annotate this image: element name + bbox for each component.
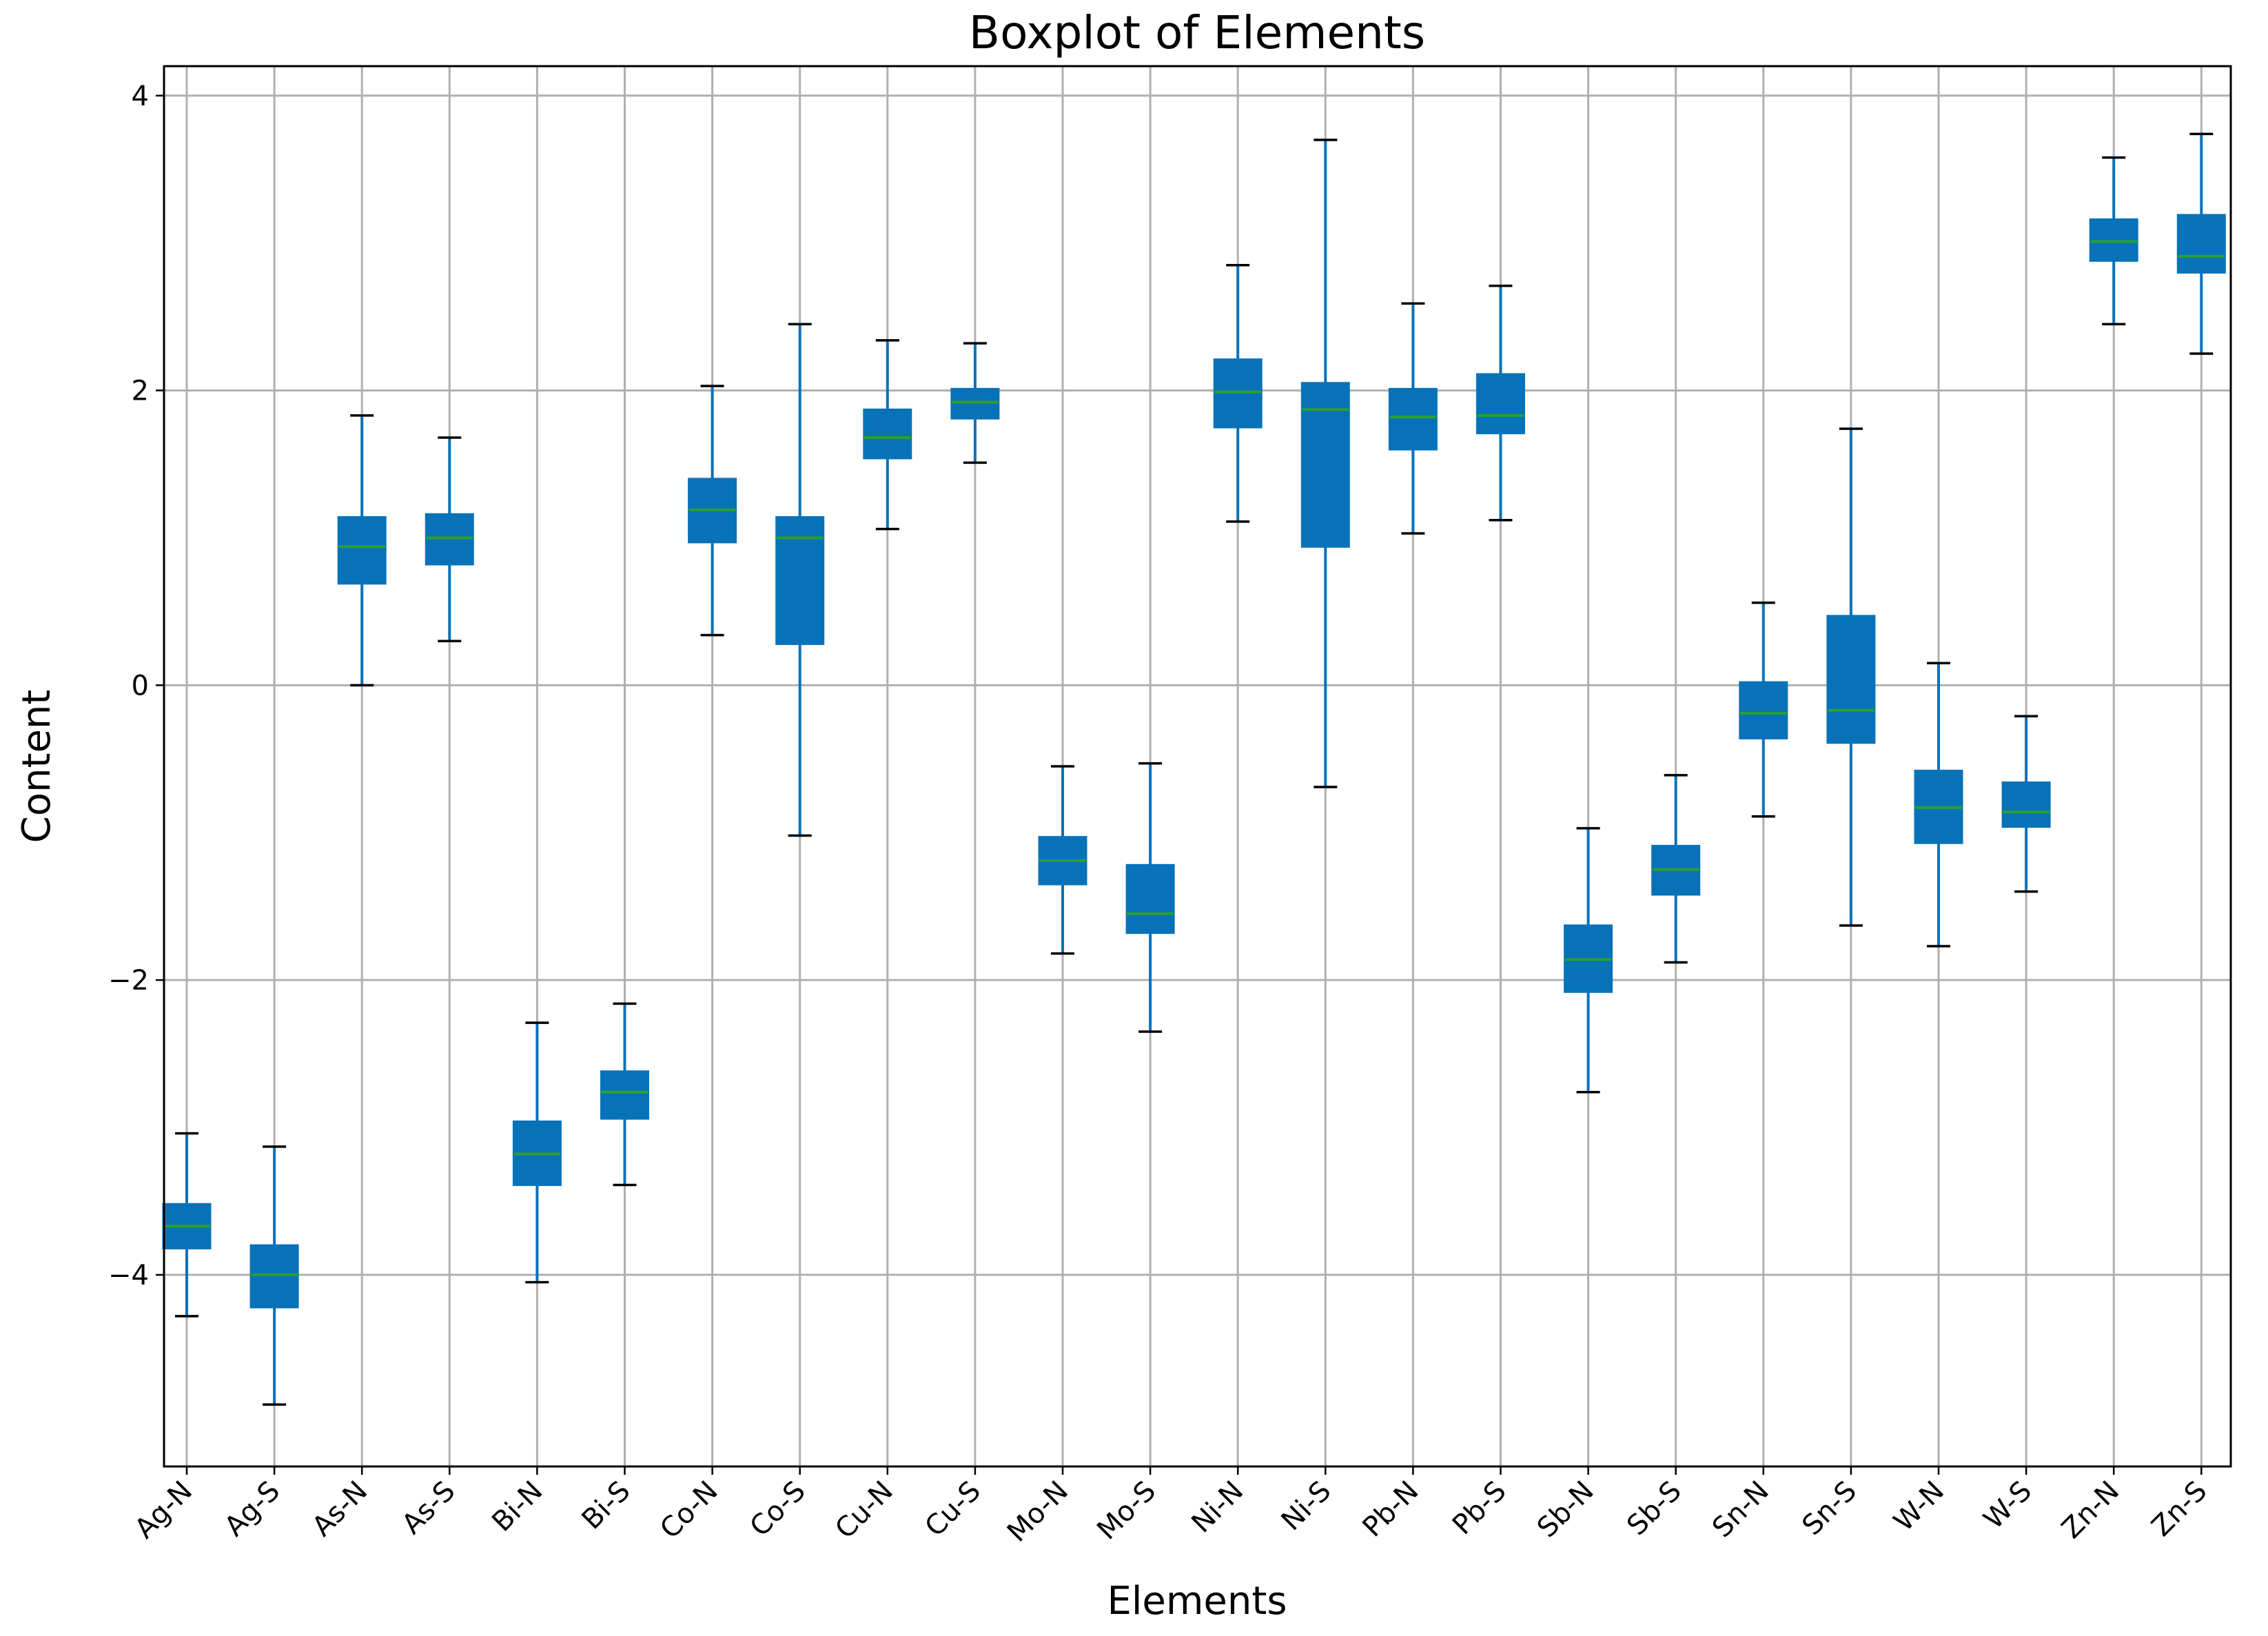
iqr-box xyxy=(1476,373,1525,435)
iqr-box xyxy=(249,1244,299,1309)
iqr-box xyxy=(1826,615,1876,744)
x-axis-label: Elements xyxy=(1107,1579,1287,1624)
box-series xyxy=(162,132,2226,1406)
iqr-box xyxy=(950,387,1000,420)
box-mo-s xyxy=(1125,761,1175,1033)
box-pb-n xyxy=(1388,302,1438,535)
x-tick-label: Cu-N xyxy=(829,1475,899,1546)
iqr-box xyxy=(775,516,825,645)
iqr-box xyxy=(1300,382,1350,548)
x-tick-label: Mo-N xyxy=(1001,1475,1074,1548)
box-cu-n xyxy=(863,339,912,531)
box-pb-s xyxy=(1476,284,1525,522)
iqr-box xyxy=(1388,387,1438,451)
box-sn-n xyxy=(1739,601,1788,818)
box-zn-n xyxy=(2089,156,2138,326)
box-ag-s xyxy=(249,1145,299,1406)
iqr-box xyxy=(2001,781,2051,828)
y-axis-ticks: 4 2 0 −2 −4 xyxy=(108,81,164,1291)
x-tick-label: Cu-S xyxy=(919,1475,987,1543)
x-tick-label: Pb-N xyxy=(1357,1475,1425,1544)
box-co-s xyxy=(775,323,825,837)
box-co-n xyxy=(688,385,737,637)
x-axis-ticks: Ag-N Ag-S As-N As-S Bi-N Bi-S Co-N Co-S Cu-N Cu-S… xyxy=(129,1466,2213,1548)
x-tick-label: Co-S xyxy=(744,1475,812,1543)
iqr-box xyxy=(1739,681,1788,739)
x-tick-label: W-S xyxy=(1978,1475,2039,1536)
plot-frame xyxy=(163,65,2232,1468)
box-cu-s xyxy=(950,342,1000,464)
iqr-box xyxy=(1125,863,1175,934)
x-tick-label: Co-N xyxy=(654,1475,724,1545)
x-tick-label: Bi-S xyxy=(576,1475,637,1536)
y-tick-label: 0 xyxy=(132,670,149,702)
box-ni-n xyxy=(1213,264,1263,523)
iqr-box xyxy=(2176,214,2226,274)
box-ni-s xyxy=(1300,139,1350,788)
box-sn-s xyxy=(1826,427,1876,927)
box-w-s xyxy=(2001,715,2051,893)
iqr-box xyxy=(863,408,912,460)
x-tick-label: Pb-S xyxy=(1447,1475,1513,1542)
x-tick-label: Ni-N xyxy=(1185,1475,1249,1540)
box-ag-n xyxy=(162,1132,212,1318)
x-tick-label: Sb-N xyxy=(1531,1475,1600,1544)
y-axis-label: Content xyxy=(14,690,59,843)
iqr-box xyxy=(337,516,387,585)
x-tick-label: Mo-S xyxy=(1091,1475,1162,1546)
x-tick-label: Zn-N xyxy=(2056,1475,2125,1545)
y-tick-label: 4 xyxy=(132,81,149,112)
x-tick-label: Sn-S xyxy=(1796,1475,1863,1542)
y-tick-label: −2 xyxy=(108,965,149,996)
iqr-box xyxy=(2089,218,2138,262)
y-tick-label: 2 xyxy=(132,376,149,407)
x-tick-label: Bi-N xyxy=(486,1475,549,1538)
box-sb-n xyxy=(1564,827,1613,1094)
chart-title: Boxplot of Elements xyxy=(969,6,1425,59)
box-zn-s xyxy=(2176,132,2226,355)
box-sb-s xyxy=(1651,774,1701,964)
box-mo-n xyxy=(1038,765,1087,955)
box-as-s xyxy=(425,436,474,642)
box-as-n xyxy=(337,414,387,687)
y-tick-label: −4 xyxy=(108,1260,149,1291)
x-tick-label: As-N xyxy=(306,1475,374,1543)
x-tick-label: As-S xyxy=(396,1475,462,1541)
box-w-n xyxy=(1914,662,1963,948)
iqr-box xyxy=(600,1070,649,1120)
x-tick-label: W-N xyxy=(1888,1475,1950,1538)
x-tick-label: Ag-S xyxy=(218,1475,286,1543)
iqr-box xyxy=(425,513,474,566)
x-tick-label: Zn-S xyxy=(2145,1475,2213,1543)
box-bi-s xyxy=(600,1002,649,1187)
x-tick-label: Sb-S xyxy=(1621,1475,1688,1542)
x-tick-label: Sn-N xyxy=(1706,1475,1775,1544)
iqr-box xyxy=(1213,358,1263,429)
grid-lines xyxy=(164,66,2231,1466)
box-bi-n xyxy=(512,1021,562,1284)
x-tick-label: Ni-S xyxy=(1276,1475,1338,1537)
x-tick-label: Ag-N xyxy=(129,1475,198,1545)
